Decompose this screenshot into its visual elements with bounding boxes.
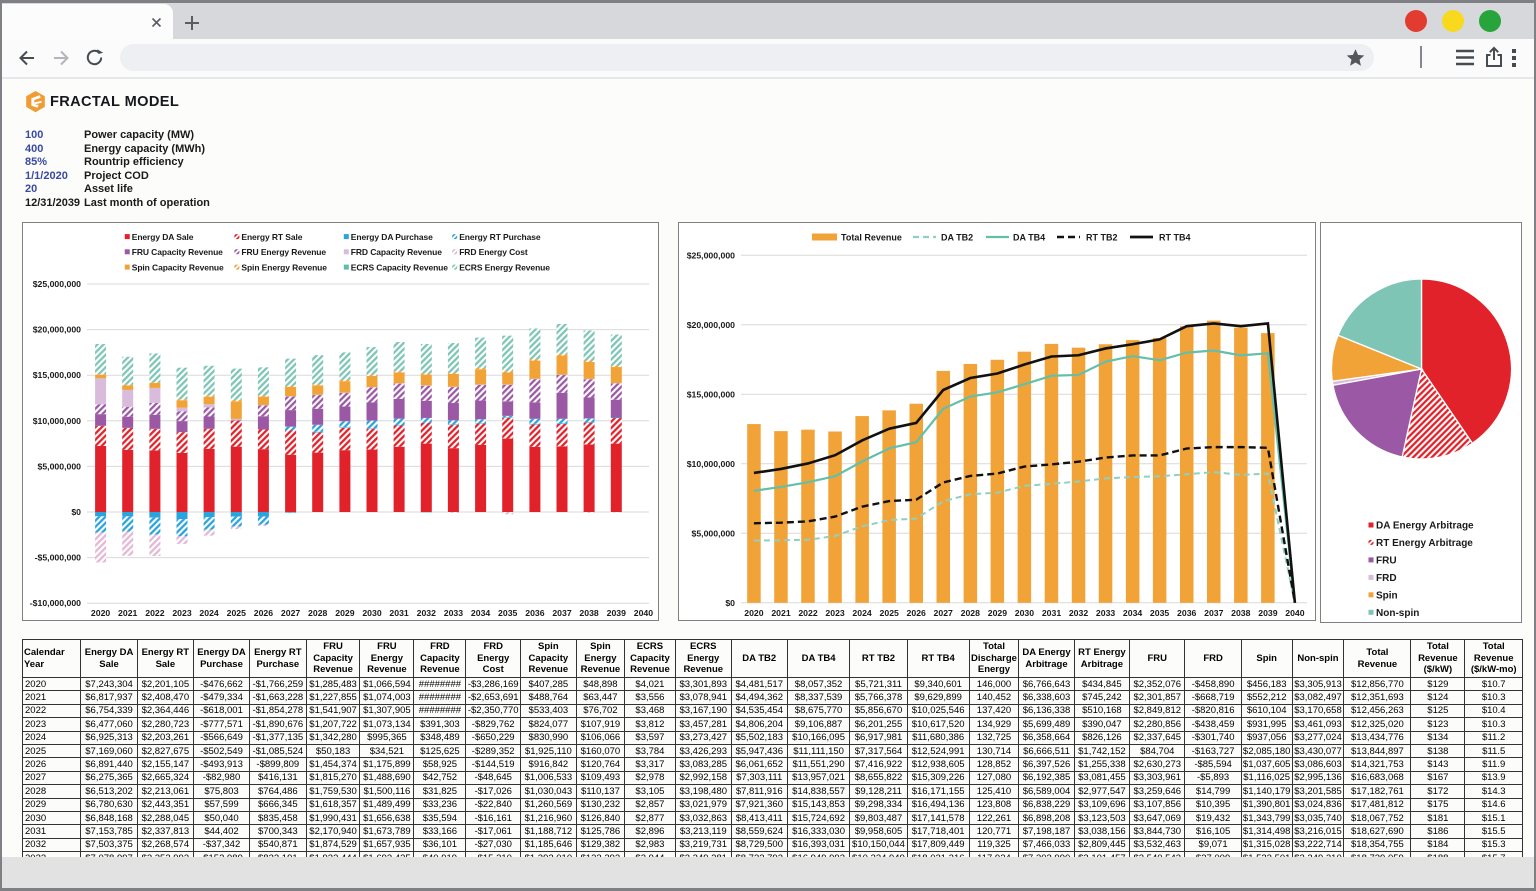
svg-text:$25,000,000: $25,000,000 xyxy=(687,250,735,260)
svg-text:2021: 2021 xyxy=(118,608,137,618)
svg-text:2034: 2034 xyxy=(471,608,490,618)
svg-text:2034: 2034 xyxy=(1123,608,1142,618)
svg-text:2036: 2036 xyxy=(1177,608,1196,618)
svg-text:2025: 2025 xyxy=(227,608,246,618)
svg-text:2023: 2023 xyxy=(825,608,844,618)
svg-text:2029: 2029 xyxy=(988,608,1007,618)
svg-text:Energy DA Sale: Energy DA Sale xyxy=(132,232,194,242)
svg-text:FRU Energy Revenue: FRU Energy Revenue xyxy=(241,247,326,257)
svg-text:2031: 2031 xyxy=(389,608,408,618)
svg-text:2033: 2033 xyxy=(444,608,463,618)
svg-text:2021: 2021 xyxy=(771,608,790,618)
svg-text:FRD Capacity Revenue: FRD Capacity Revenue xyxy=(351,247,442,257)
svg-text:Spin Capacity Revenue: Spin Capacity Revenue xyxy=(132,262,224,272)
svg-text:2024: 2024 xyxy=(199,608,218,618)
svg-text:2038: 2038 xyxy=(579,608,598,618)
svg-text:Energy RT Purchase: Energy RT Purchase xyxy=(459,232,541,242)
svg-text:$10,000,000: $10,000,000 xyxy=(33,416,81,426)
svg-text:FRD Energy Cost: FRD Energy Cost xyxy=(459,247,528,257)
svg-text:$15,000,000: $15,000,000 xyxy=(687,389,735,399)
svg-text:FRU Capacity Revenue: FRU Capacity Revenue xyxy=(132,247,223,257)
svg-text:2022: 2022 xyxy=(798,608,817,618)
svg-text:2029: 2029 xyxy=(335,608,354,618)
svg-text:2038: 2038 xyxy=(1231,608,1250,618)
svg-text:DA TB2: DA TB2 xyxy=(941,233,973,243)
svg-text:2033: 2033 xyxy=(1096,608,1115,618)
svg-text:2035: 2035 xyxy=(498,608,517,618)
svg-text:FRU: FRU xyxy=(1376,555,1397,566)
svg-text:2039: 2039 xyxy=(607,608,626,618)
svg-text:2027: 2027 xyxy=(281,608,300,618)
svg-text:2028: 2028 xyxy=(961,608,980,618)
svg-text:$0: $0 xyxy=(71,507,81,517)
svg-text:2030: 2030 xyxy=(362,608,381,618)
svg-text:2026: 2026 xyxy=(907,608,926,618)
svg-text:$10,000,000: $10,000,000 xyxy=(687,459,735,469)
svg-text:$5,000,000: $5,000,000 xyxy=(38,461,82,471)
svg-text:ECRS Energy Revenue: ECRS Energy Revenue xyxy=(459,262,550,272)
svg-text:2024: 2024 xyxy=(852,608,871,618)
svg-text:2023: 2023 xyxy=(172,608,191,618)
svg-text:2026: 2026 xyxy=(254,608,273,618)
svg-text:RT Energy Arbitrage: RT Energy Arbitrage xyxy=(1376,538,1473,549)
svg-text:2037: 2037 xyxy=(552,608,571,618)
svg-text:2035: 2035 xyxy=(1150,608,1169,618)
svg-text:$20,000,000: $20,000,000 xyxy=(687,320,735,330)
svg-text:$25,000,000: $25,000,000 xyxy=(33,279,81,289)
svg-text:-$5,000,000: -$5,000,000 xyxy=(35,553,82,563)
svg-text:2032: 2032 xyxy=(417,608,436,618)
svg-text:2028: 2028 xyxy=(308,608,327,618)
svg-text:Spin: Spin xyxy=(1376,590,1398,601)
svg-text:FRD: FRD xyxy=(1376,573,1397,584)
svg-text:2027: 2027 xyxy=(934,608,953,618)
svg-text:DA TB4: DA TB4 xyxy=(1013,233,1045,243)
svg-text:2032: 2032 xyxy=(1069,608,1088,618)
svg-text:2039: 2039 xyxy=(1258,608,1277,618)
svg-text:2030: 2030 xyxy=(1015,608,1034,618)
svg-text:Spin Energy Revenue: Spin Energy Revenue xyxy=(241,262,327,272)
svg-text:Non-spin: Non-spin xyxy=(1376,608,1419,619)
svg-text:-$10,000,000: -$10,000,000 xyxy=(30,598,81,608)
svg-text:2037: 2037 xyxy=(1204,608,1223,618)
svg-text:Energy RT Sale: Energy RT Sale xyxy=(241,232,302,242)
svg-text:2022: 2022 xyxy=(145,608,164,618)
svg-text:RT TB4: RT TB4 xyxy=(1159,233,1191,243)
svg-text:$20,000,000: $20,000,000 xyxy=(33,325,81,335)
svg-text:2031: 2031 xyxy=(1042,608,1061,618)
svg-text:Total Revenue: Total Revenue xyxy=(841,233,902,243)
svg-text:2025: 2025 xyxy=(880,608,899,618)
svg-text:$15,000,000: $15,000,000 xyxy=(33,370,81,380)
svg-text:2040: 2040 xyxy=(634,608,653,618)
svg-text:Energy DA Purchase: Energy DA Purchase xyxy=(351,232,433,242)
svg-text:2036: 2036 xyxy=(525,608,544,618)
svg-text:RT TB2: RT TB2 xyxy=(1086,233,1118,243)
svg-text:2020: 2020 xyxy=(91,608,110,618)
svg-text:2020: 2020 xyxy=(744,608,763,618)
svg-text:DA Energy Arbitrage: DA Energy Arbitrage xyxy=(1376,521,1474,532)
svg-text:$5,000,000: $5,000,000 xyxy=(692,528,736,538)
svg-text:$0: $0 xyxy=(725,598,735,608)
svg-text:2040: 2040 xyxy=(1285,608,1304,618)
svg-text:ECRS Capacity Revenue: ECRS Capacity Revenue xyxy=(351,262,448,272)
